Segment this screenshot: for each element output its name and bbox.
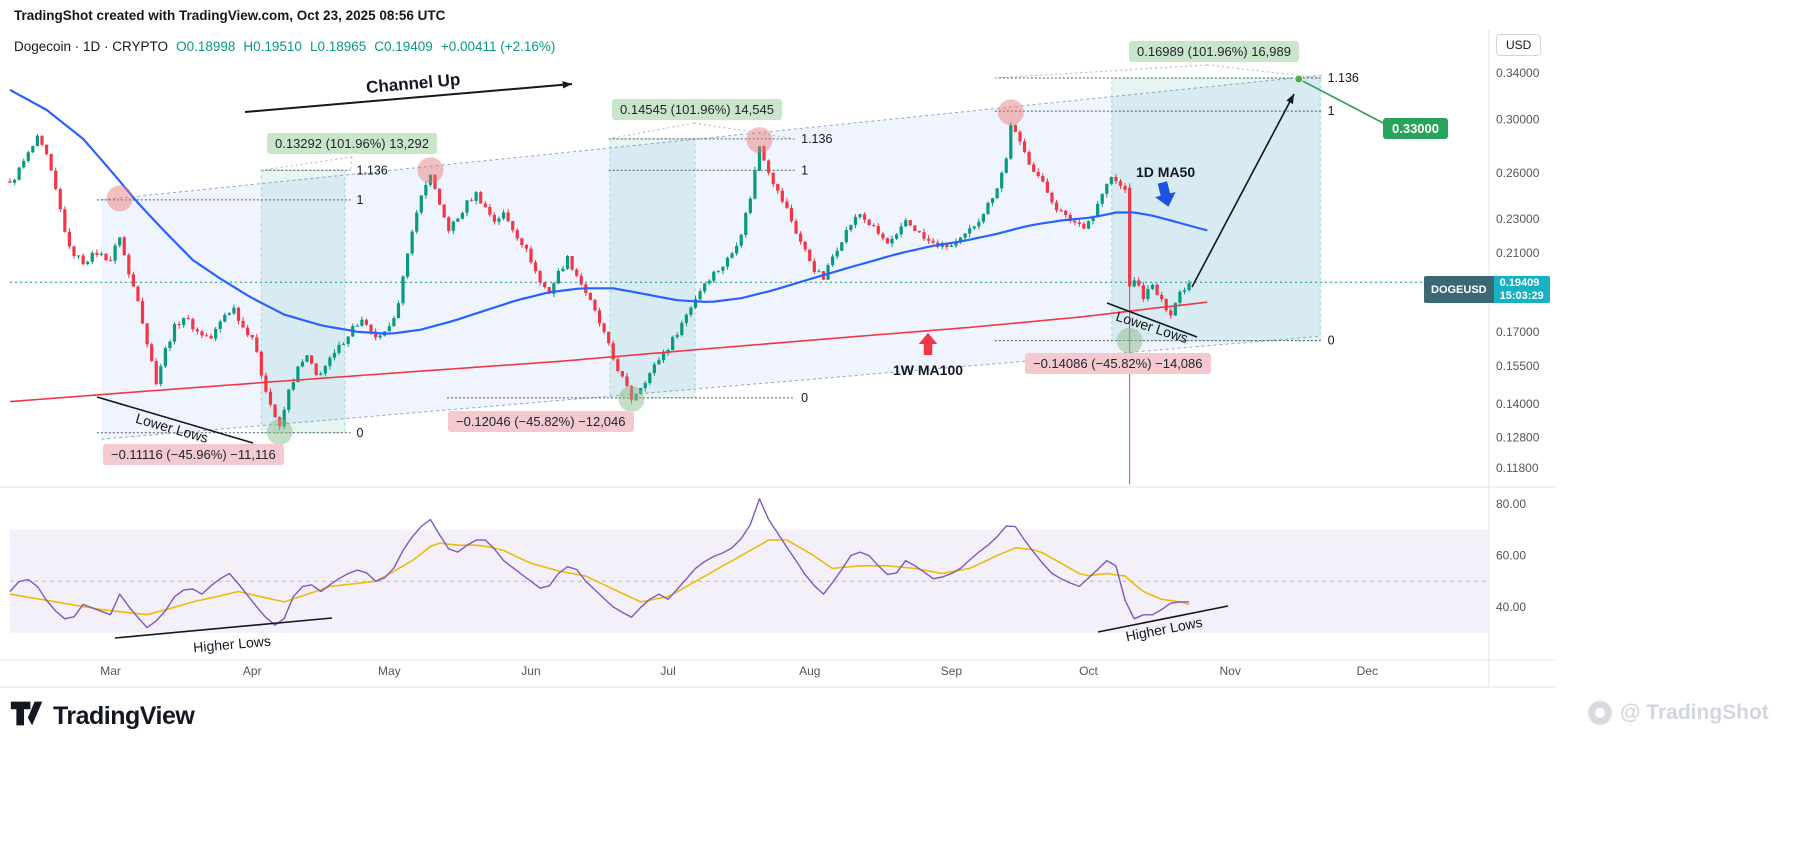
tradingview-logo[interactable]: TradingView [10, 700, 195, 732]
last-price-value: 0.19409 15:03:29 [1493, 276, 1550, 303]
rsi-line [9, 498, 1190, 629]
svg-text:0.34000: 0.34000 [1496, 66, 1540, 80]
fib-level-text: 0 [801, 391, 808, 405]
svg-text:60.00: 60.00 [1496, 549, 1526, 563]
svg-text:Jun: Jun [521, 664, 540, 678]
chart-canvas[interactable]: 1.136 1 0 1.136 1 0 1.136 1 0 0.34000 0.30000 0.260… [0, 0, 1557, 692]
svg-text:0.14000: 0.14000 [1496, 397, 1540, 411]
svg-text:0.12800: 0.12800 [1496, 431, 1540, 445]
svg-text:0.15500: 0.15500 [1496, 359, 1540, 373]
currency-usd-button[interactable]: USD [1496, 34, 1542, 56]
ma100-annotation: 1W MA100 [893, 333, 963, 378]
fib-gain-label-3: 0.16989 (101.96%) 16,989 [1129, 41, 1299, 62]
candles[interactable] [8, 122, 1191, 485]
last-price-label: DOGEUSD 0.19409 15:03:29 [1424, 276, 1550, 303]
fib-loss-label-3: −0.14086 (−45.82%) −14,086 [1025, 353, 1211, 374]
svg-text:0.21000: 0.21000 [1496, 246, 1540, 260]
swing-low-marker [1116, 327, 1143, 354]
ohlc-close: C0.19409 [374, 39, 433, 54]
ohlc-change: +0.00411 (+2.16%) [440, 39, 556, 54]
price-target-label: 0.33000 [1383, 118, 1448, 139]
fib-loss-label-2: −0.12046 (−45.82%) −12,046 [448, 411, 634, 432]
ma50-annotation: 1D MA50 [1136, 164, 1195, 212]
ohlc-high: H0.19510 [243, 39, 302, 54]
svg-text:May: May [378, 664, 401, 678]
tradingview-logo-text: TradingView [53, 701, 195, 730]
bar-countdown: 15:03:29 [1499, 289, 1544, 302]
rsi-ma-line [9, 539, 1190, 616]
ohlc-low: L0.18965 [309, 39, 367, 54]
trendline [1097, 605, 1229, 633]
svg-text:Nov: Nov [1220, 664, 1241, 678]
svg-text:0.23000: 0.23000 [1496, 212, 1540, 226]
red-up-arrow-icon [918, 333, 938, 360]
ma50-line [9, 88, 1208, 335]
target-point [1294, 74, 1304, 84]
svg-text:Oct: Oct [1079, 664, 1098, 678]
svg-text:80.00: 80.00 [1496, 497, 1526, 511]
tradingshot-logo-icon [1588, 701, 1612, 725]
svg-text:0.26000: 0.26000 [1496, 166, 1540, 180]
svg-text:Dec: Dec [1357, 664, 1378, 678]
svg-text:0.17000: 0.17000 [1496, 325, 1540, 339]
svg-text:0.11800: 0.11800 [1496, 461, 1539, 475]
tradingshot-watermark: @ TradingShot [1588, 701, 1769, 725]
ma100-annotation-text: 1W MA100 [893, 362, 964, 378]
symbol-info-row: Dogecoin · 1D · CRYPTO O0.18998 H0.19510… [14, 39, 555, 54]
last-price-symbol: DOGEUSD [1424, 276, 1494, 303]
symbol-title[interactable]: Dogecoin · 1D · CRYPTO [14, 39, 169, 54]
fib-zone-1 [260, 169, 346, 434]
fib-gain-label-2: 0.14545 (101.96%) 14,545 [612, 99, 782, 120]
swing-high-marker [997, 99, 1024, 126]
svg-text:0.30000: 0.30000 [1496, 113, 1540, 127]
fib-level-text: 1 [1328, 104, 1335, 118]
svg-text:Apr: Apr [243, 664, 262, 678]
tradingshot-watermark-text: @ TradingShot [1620, 701, 1769, 724]
swing-low-marker [266, 418, 293, 445]
last-price-number: 0.19409 [1499, 277, 1540, 289]
fib-level-text: 1 [801, 163, 808, 177]
swing-high-marker [417, 157, 444, 184]
fib-gain-label-1: 0.13292 (101.96%) 13,292 [267, 133, 437, 154]
footer-bar: TradingView [10, 700, 195, 732]
trendline [114, 617, 333, 639]
swing-low-marker [618, 385, 645, 412]
price-scale[interactable]: 0.34000 0.30000 0.26000 0.23000 0.21000 0.170… [1496, 66, 1540, 614]
time-scale[interactable]: Mar Apr May Jun Jul Aug Sep Oct Nov Dec [100, 664, 1378, 678]
trendline [96, 396, 254, 444]
tradingview-logo-icon [10, 700, 44, 732]
fib-loss-label-1: −0.11116 (−45.96%) −11,116 [103, 444, 284, 465]
svg-text:Mar: Mar [100, 664, 121, 678]
trendline [1106, 302, 1198, 338]
fib-zone-2 [609, 138, 696, 399]
fib-level-text: 1.136 [356, 163, 387, 177]
swing-high-marker [746, 127, 773, 154]
svg-text:Sep: Sep [941, 664, 963, 678]
ma100-line [9, 301, 1208, 403]
ohlc-open: O0.18998 [176, 39, 236, 54]
fib-level-text: 1.136 [801, 132, 832, 146]
svg-text:40.00: 40.00 [1496, 600, 1526, 614]
swing-high-marker [106, 185, 133, 212]
svg-text:Jul: Jul [660, 664, 675, 678]
snapshot-watermark-text: TradingShot created with TradingView.com… [14, 8, 446, 23]
svg-text:Aug: Aug [799, 664, 820, 678]
fib-level-text: 0 [356, 426, 363, 440]
fib-level-text: 0 [1328, 334, 1335, 348]
fib-level-text: 1.136 [1328, 71, 1359, 85]
ma50-annotation-text: 1D MA50 [1136, 164, 1196, 180]
fib-level-text: 1 [356, 193, 363, 207]
blue-down-arrow-icon [1151, 180, 1180, 214]
channel-up-zone [101, 75, 1322, 440]
